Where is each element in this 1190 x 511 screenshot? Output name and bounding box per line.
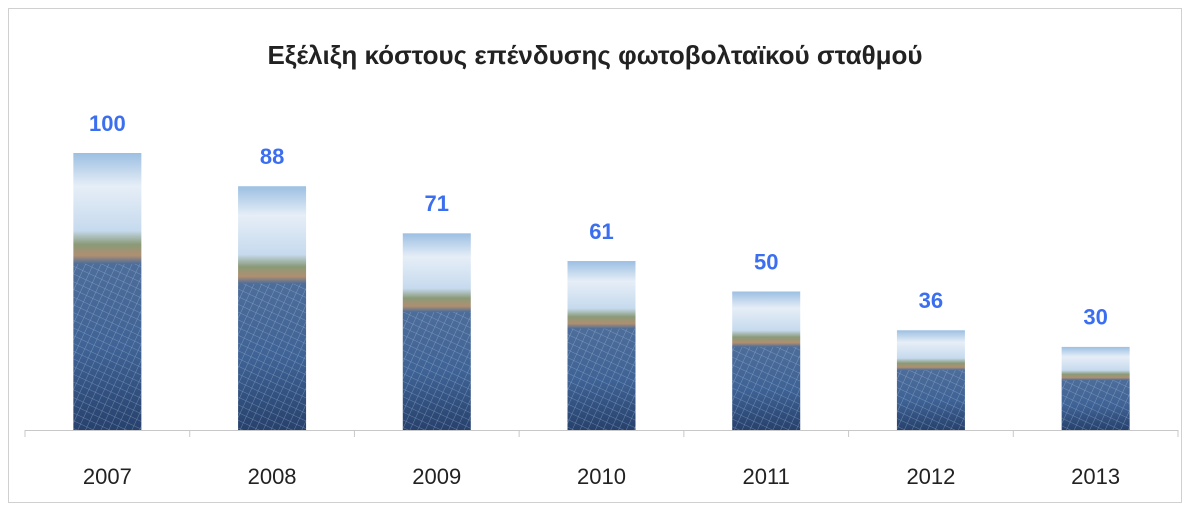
bar-texture [402, 311, 471, 430]
x-tick-label: 2011 [743, 464, 790, 489]
data-label: 36 [919, 288, 943, 313]
data-label: 71 [425, 191, 449, 216]
bar-texture [567, 328, 636, 430]
data-label: 50 [754, 249, 778, 274]
x-tick-label: 2009 [412, 464, 461, 489]
bar-texture [732, 346, 801, 430]
data-label: 61 [589, 219, 613, 244]
x-tick-label: 2010 [577, 464, 626, 489]
chart-title: Εξέλιξη κόστους επένδυσης φωτοβολταϊκού … [267, 40, 922, 70]
bar-texture [896, 370, 965, 430]
data-label: 30 [1083, 305, 1107, 330]
bar-texture [73, 263, 142, 430]
x-tick-label: 2012 [906, 464, 955, 489]
x-tick-label: 2008 [248, 464, 297, 489]
x-tick-label: 2007 [83, 464, 132, 489]
x-tick-label: 2013 [1071, 464, 1120, 489]
data-label: 88 [260, 144, 284, 169]
bar-texture [1061, 380, 1130, 430]
bar-texture [238, 283, 307, 430]
data-label: 100 [89, 111, 126, 136]
